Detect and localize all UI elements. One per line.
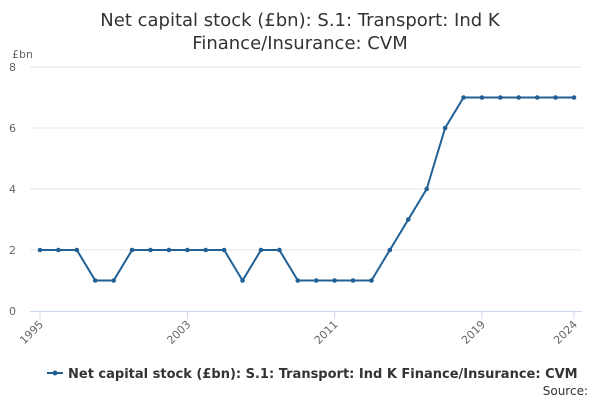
data-point[interactable] [295, 278, 301, 283]
data-point[interactable] [258, 247, 264, 253]
y-tick-label: 2 [9, 244, 16, 257]
legend[interactable]: Net capital stock (£bn): S.1: Transport:… [47, 367, 578, 382]
data-point[interactable] [111, 278, 116, 283]
x-tick-label: 2024 [551, 318, 580, 347]
data-point[interactable] [313, 278, 319, 283]
y-tick-label: 0 [9, 305, 16, 318]
x-tick-label: 2011 [312, 318, 341, 347]
x-axis: 1995 2003 2011 2019 2024 [17, 311, 582, 347]
x-tick-label: 1995 [17, 318, 46, 347]
legend-item-label[interactable]: Net capital stock (£bn): S.1: Transport:… [68, 367, 578, 382]
x-tick-label: 2019 [459, 318, 488, 347]
y-tick-label: 8 [9, 61, 16, 74]
y-axis-ticks: 0 2 4 6 8 [9, 61, 16, 318]
legend-dot-marker [52, 370, 58, 376]
source-credit: Source: [543, 384, 588, 398]
data-point[interactable] [405, 217, 411, 222]
gridlines [30, 66, 582, 251]
data-point[interactable] [424, 186, 429, 192]
data-point[interactable] [553, 95, 558, 100]
data-point[interactable] [92, 278, 98, 283]
y-tick-label: 6 [9, 122, 16, 135]
data-point[interactable] [185, 247, 190, 253]
data-point[interactable] [516, 95, 522, 100]
data-point[interactable] [74, 247, 80, 253]
data-point[interactable] [148, 247, 153, 253]
data-point[interactable] [534, 95, 540, 100]
data-point[interactable] [479, 95, 485, 100]
series-layer [37, 95, 577, 283]
y-axis-unit-label: £bn [12, 48, 33, 61]
chart-title-line-2: Finance/Insurance: CVM [192, 33, 407, 54]
data-point[interactable] [129, 247, 135, 253]
data-point[interactable] [387, 247, 393, 253]
data-point[interactable] [442, 125, 448, 131]
chart-title-line-1: Net capital stock (£bn): S.1: Transport:… [100, 10, 501, 31]
data-point[interactable] [240, 278, 245, 283]
y-tick-label: 4 [9, 183, 16, 196]
data-point[interactable] [369, 278, 374, 283]
data-point[interactable] [571, 95, 577, 100]
x-tick-label: 2003 [164, 318, 193, 347]
data-point[interactable] [277, 247, 282, 253]
data-point[interactable] [37, 247, 43, 253]
data-point[interactable] [221, 247, 227, 253]
series-line[interactable] [39, 96, 575, 282]
data-point[interactable] [56, 247, 61, 253]
data-point[interactable] [332, 278, 337, 283]
data-point[interactable] [498, 95, 503, 100]
data-point[interactable] [203, 247, 209, 253]
data-point[interactable] [166, 247, 172, 253]
data-point[interactable] [350, 278, 356, 283]
data-point[interactable] [461, 95, 466, 100]
